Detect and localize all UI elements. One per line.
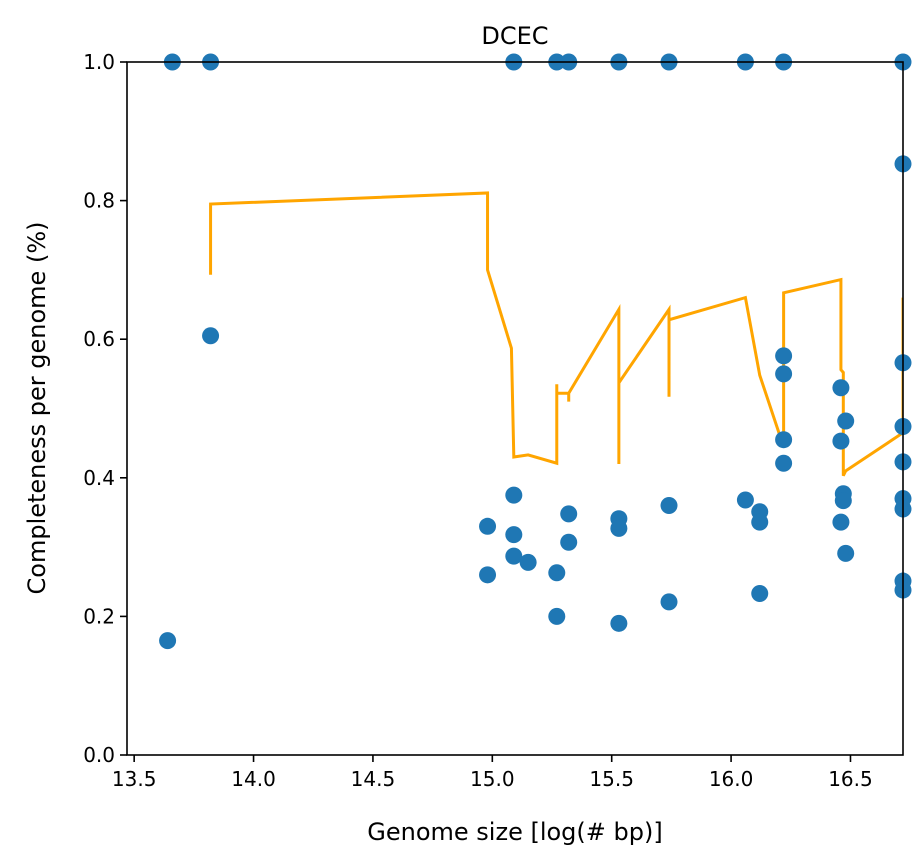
plot-frame: [126, 61, 904, 756]
data-point: [751, 513, 769, 531]
data-point: [837, 412, 855, 430]
y-tick-label: 0.0: [83, 743, 115, 767]
data-point: [775, 454, 793, 472]
chart-title: DCEC: [481, 22, 548, 50]
data-point: [660, 593, 678, 611]
data-point: [479, 566, 497, 584]
y-axis-label: Completeness per genome (%): [23, 222, 51, 595]
data-point: [837, 544, 855, 562]
data-point: [751, 585, 769, 603]
x-axis-ticks: 13.5 14.0 14.5 15.0 15.5 16.0 16.5: [112, 755, 873, 791]
data-point: [610, 614, 628, 632]
data-point: [202, 327, 220, 345]
data-point: [610, 519, 628, 537]
data-point: [560, 533, 578, 551]
line-layer: [209, 191, 903, 477]
data-point: [159, 632, 177, 650]
data-point: [775, 431, 793, 449]
data-point: [832, 513, 850, 531]
data-point: [505, 486, 523, 504]
plot-area: [127, 62, 903, 755]
data-point: [505, 547, 523, 565]
data-point: [832, 379, 850, 397]
x-tick-label: 16.0: [709, 767, 754, 791]
data-point: [775, 365, 793, 383]
data-point: [560, 505, 578, 523]
y-tick-label: 1.0: [83, 50, 115, 74]
y-tick-label: 0.6: [83, 327, 115, 351]
y-axis-ticks: 0.0 0.2 0.4 0.6 0.8 1.0: [83, 50, 127, 767]
trend-line: [209, 191, 903, 477]
data-point: [479, 517, 497, 535]
points-layer: [159, 53, 912, 650]
data-point: [834, 492, 852, 510]
data-point: [519, 553, 537, 571]
x-tick-label: 16.5: [828, 767, 873, 791]
data-point: [548, 607, 566, 625]
data-point: [736, 491, 754, 509]
x-axis-label: Genome size [log(# bp)]: [367, 818, 662, 846]
x-tick-label: 14.0: [231, 767, 276, 791]
x-tick-label: 15.5: [589, 767, 634, 791]
data-point: [660, 497, 678, 515]
x-tick-label: 13.5: [112, 767, 157, 791]
x-tick-label: 15.0: [470, 767, 515, 791]
data-point: [505, 526, 523, 544]
y-tick-label: 0.4: [83, 466, 115, 490]
y-tick-label: 0.8: [83, 189, 115, 213]
y-tick-label: 0.2: [83, 604, 115, 628]
data-point: [548, 564, 566, 582]
data-point: [775, 347, 793, 365]
data-point: [832, 432, 850, 450]
x-tick-label: 14.5: [351, 767, 396, 791]
